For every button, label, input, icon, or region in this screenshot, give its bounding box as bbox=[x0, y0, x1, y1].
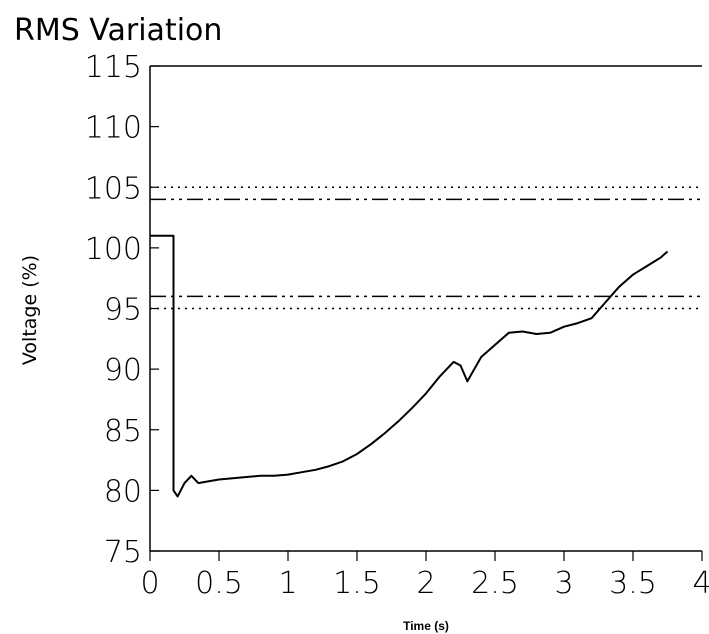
y-tick-label: 105 bbox=[85, 171, 142, 206]
x-tick-label: 3 bbox=[554, 566, 573, 601]
y-tick-label: 95 bbox=[104, 293, 142, 328]
x-tick-label: 2 bbox=[416, 566, 435, 601]
y-tick-label: 100 bbox=[85, 232, 142, 267]
x-tick-label: 0 bbox=[140, 566, 159, 601]
x-tick-label: 3.5 bbox=[609, 566, 657, 601]
y-axis-label: Voltage (%) bbox=[19, 255, 41, 365]
reference-lines bbox=[150, 186, 702, 310]
chart-title: RMS Variation bbox=[14, 13, 222, 48]
x-tick-label: 1.5 bbox=[333, 566, 381, 601]
x-tick-labels: 0 0.5 1 1.5 2 2.5 3 3.5 4 bbox=[140, 566, 709, 601]
y-tick-label: 115 bbox=[85, 50, 142, 85]
y-tick-label: 80 bbox=[104, 474, 142, 509]
series-group bbox=[150, 234, 669, 498]
y-tick-label: 75 bbox=[104, 535, 142, 570]
x-tick-label: 1 bbox=[278, 566, 297, 601]
y-tick-labels: 75 80 85 90 95 100 105 110 115 bbox=[85, 50, 142, 570]
y-tick-label: 110 bbox=[85, 111, 142, 146]
series-line bbox=[150, 234, 669, 498]
y-tick-label: 90 bbox=[104, 353, 142, 388]
axes bbox=[149, 65, 703, 561]
x-axis-label: Time (s) bbox=[403, 619, 449, 633]
x-tick-label: 4 bbox=[692, 566, 709, 601]
x-tick-label: 2.5 bbox=[471, 566, 519, 601]
y-tick-label: 85 bbox=[104, 414, 142, 449]
x-tick-label: 0.5 bbox=[195, 566, 243, 601]
